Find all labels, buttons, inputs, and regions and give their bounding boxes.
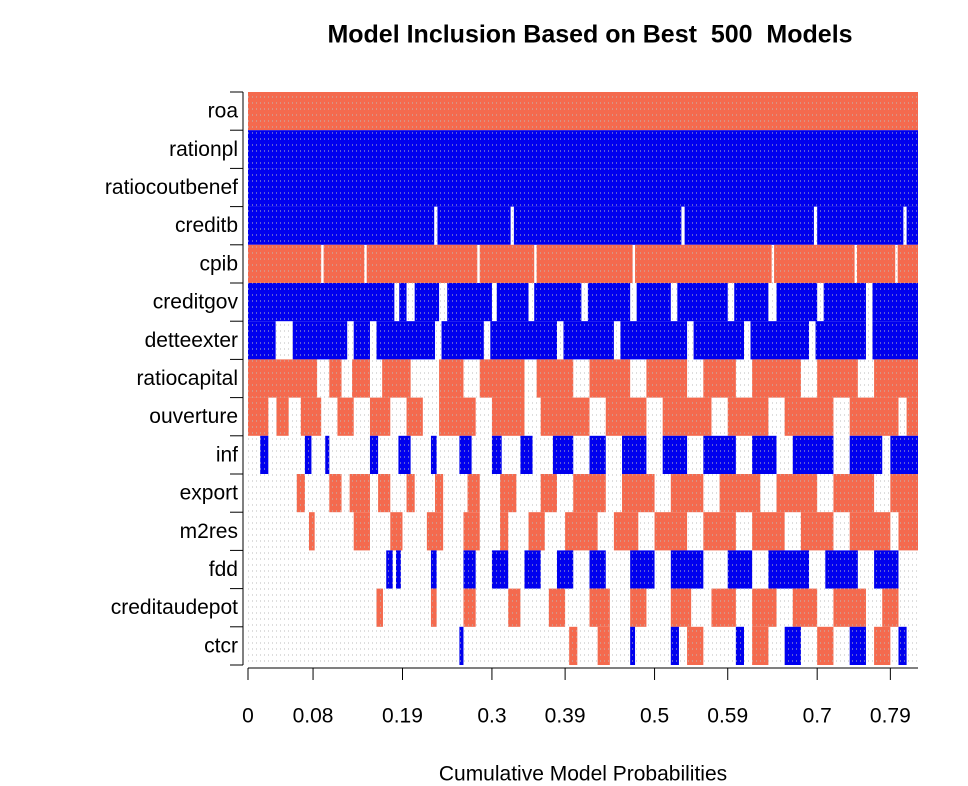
row-label: detteexter — [145, 329, 238, 352]
x-tick-label: 0 — [242, 705, 254, 728]
x-tick-label: 0.5 — [640, 705, 669, 728]
row-label: ouverture — [149, 405, 238, 428]
dotted-overlay — [248, 92, 918, 665]
chart-title: Model Inclusion Based on Best 500 Models — [327, 21, 852, 49]
row-label: ratiocoutbenef — [105, 176, 238, 199]
row-label: rationpl — [169, 138, 238, 161]
x-axis-label: Cumulative Model Probabilities — [439, 763, 727, 786]
row-label: cpib — [199, 252, 238, 275]
x-tick-label: 0.59 — [707, 705, 748, 728]
x-tick-label: 0.08 — [293, 705, 334, 728]
row-label: ctcr — [204, 634, 238, 657]
row-label: roa — [208, 100, 239, 123]
x-tick-label: 0.7 — [803, 705, 832, 728]
row-label: m2res — [180, 520, 238, 543]
row-label: creditaudepot — [111, 596, 238, 619]
x-tick-label: 0.3 — [477, 705, 506, 728]
x-tick-label: 0.19 — [382, 705, 423, 728]
x-tick-label: 0.79 — [870, 705, 911, 728]
row-label: creditb — [175, 214, 238, 237]
row-label: ratiocapital — [136, 367, 238, 390]
row-label: fdd — [209, 558, 238, 581]
row-label: creditgov — [153, 291, 239, 314]
row-label: export — [180, 482, 239, 505]
row-label: inf — [216, 443, 238, 466]
x-tick-label: 0.39 — [545, 705, 586, 728]
